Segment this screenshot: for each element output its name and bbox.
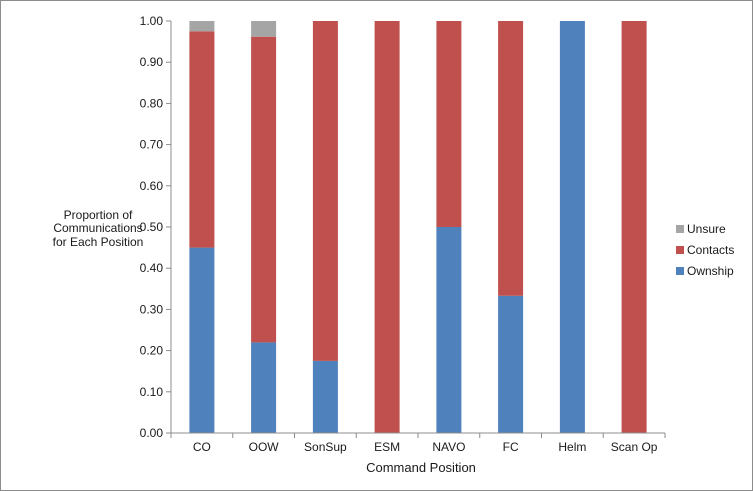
legend-label-ownship: Ownship — [687, 264, 734, 278]
bar-segment-unsure-0 — [189, 21, 215, 32]
axes-group — [170, 21, 665, 434]
y-tick-label: 1.00 — [140, 14, 164, 28]
bar-segment-contacts-4 — [436, 21, 462, 227]
bar-segment-contacts-1 — [251, 36, 277, 343]
y-tick-label: 0.80 — [140, 96, 164, 110]
y-tick-label: 0.00 — [140, 426, 164, 440]
y-tick-label: 0.10 — [140, 385, 164, 399]
bar-segment-contacts-0 — [189, 31, 215, 248]
x-tick-label: NAVO — [432, 440, 465, 454]
x-tick-label: Helm — [558, 440, 586, 454]
y-axis-title-line-1: Proportion of — [64, 208, 133, 222]
bar-segment-contacts-7 — [621, 21, 647, 433]
y-tick-label: 0.30 — [140, 302, 164, 316]
bar-segment-ownship-5 — [498, 295, 524, 433]
bar-segment-contacts-5 — [498, 21, 524, 296]
x-tick-label: FC — [503, 440, 519, 454]
x-tick-label: SonSup — [304, 440, 347, 454]
y-tick-label: 0.90 — [140, 55, 164, 69]
legend-label-unsure: Unsure — [687, 222, 726, 236]
bar-segment-ownship-6 — [559, 21, 585, 433]
bars-group — [189, 21, 647, 433]
x-axis-title: Command Position — [366, 460, 476, 475]
y-tick-label: 0.60 — [140, 179, 164, 193]
y-tick-label: 0.50 — [140, 220, 164, 234]
bar-segment-ownship-0 — [189, 247, 215, 433]
x-ticks-group: CO OOW SonSup ESM NAVO FC Helm Scan Op — [170, 433, 666, 454]
x-tick-label: ESM — [374, 440, 400, 454]
bar-segment-contacts-3 — [374, 21, 400, 433]
legend-label-contacts: Contacts — [687, 243, 734, 257]
x-tick-label: OOW — [249, 440, 280, 454]
legend: Unsure Contacts Ownship — [676, 222, 734, 278]
bar-segment-ownship-1 — [251, 342, 277, 433]
legend-swatch-unsure — [676, 225, 684, 233]
bar-segment-unsure-1 — [251, 21, 277, 37]
bar-segment-ownship-2 — [312, 360, 338, 433]
legend-swatch-contacts — [676, 246, 684, 254]
x-tick-label: Scan Op — [611, 440, 658, 454]
bar-segment-ownship-4 — [436, 227, 462, 433]
y-tick-label: 0.70 — [140, 138, 164, 152]
y-axis-title-line-3: for Each Position — [53, 235, 144, 249]
y-tick-label: 0.40 — [140, 261, 164, 275]
y-tick-label: 0.20 — [140, 344, 164, 358]
y-axis-title-line-2: Communications — [53, 221, 142, 235]
y-ticks-group: 0.00 0.10 0.20 0.30 0.40 0.50 0.60 0.70 0.80 0.90… — [140, 14, 171, 440]
legend-swatch-ownship — [676, 267, 684, 275]
bar-segment-contacts-2 — [312, 21, 338, 361]
x-tick-label: CO — [193, 440, 211, 454]
